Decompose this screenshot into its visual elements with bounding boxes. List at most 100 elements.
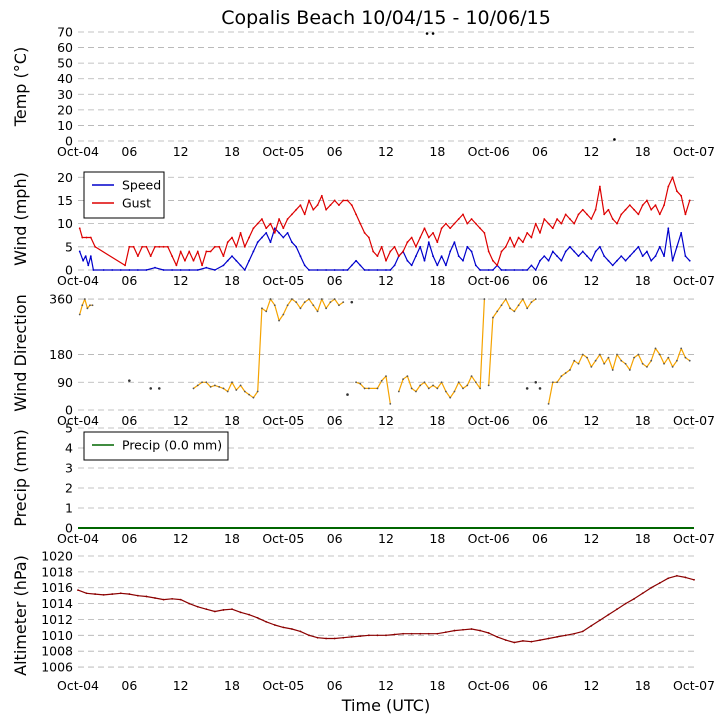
direction-point	[273, 304, 276, 307]
altimeter-point	[667, 577, 670, 580]
wind-point	[406, 241, 409, 244]
direction-point	[342, 301, 345, 304]
wind-point	[569, 218, 571, 220]
wind-point	[688, 199, 691, 202]
wind-point	[282, 227, 285, 230]
temp-x-tick-label: Oct-07	[673, 144, 715, 159]
altimeter-point	[256, 616, 259, 619]
direction-point	[83, 298, 86, 300]
temp-y-tick-label: 0	[65, 134, 73, 149]
direction-point	[303, 301, 306, 304]
altimeter-point	[607, 613, 610, 616]
wind-point	[483, 232, 486, 234]
wind-point	[534, 269, 537, 271]
wind-point	[213, 269, 216, 271]
wind-point	[577, 213, 580, 216]
temp-point	[425, 32, 429, 35]
altimeter-point	[530, 640, 533, 643]
wind-point	[239, 264, 242, 267]
direction-y-tick-label: 180	[49, 347, 73, 362]
altimeter-point	[102, 593, 105, 596]
direction-point	[325, 307, 328, 310]
wind-point	[218, 245, 221, 248]
wind-series-line-1	[79, 176, 691, 266]
wind-point	[342, 199, 345, 202]
wind-point	[145, 269, 148, 271]
altimeter-point	[573, 632, 576, 635]
wind-point	[303, 264, 306, 267]
altimeter-point	[436, 632, 439, 635]
precip-x-tick-label: 18	[635, 531, 651, 546]
temp-y-tick-label: 40	[57, 71, 73, 86]
altimeter-x-tick-label: 06	[327, 678, 343, 693]
precip-y-tick-label: 2	[65, 481, 73, 496]
temp-x-tick-label: 18	[224, 144, 240, 159]
direction-point	[658, 353, 661, 356]
altimeter-point	[342, 636, 345, 639]
wind-point	[590, 218, 593, 220]
direction-x-tick-label: 06	[532, 413, 548, 428]
wind-point	[504, 269, 507, 271]
direction-point	[526, 307, 529, 310]
direction-point	[641, 362, 644, 365]
direction-point	[466, 384, 469, 387]
altimeter-point	[308, 634, 310, 637]
wind-point	[346, 269, 349, 271]
wind-point	[303, 213, 306, 216]
altimeter-y-tick-label: 1008	[41, 644, 73, 659]
altimeter-point	[521, 639, 524, 642]
direction-y-axis-label: Wind Direction	[11, 294, 30, 412]
direction-point	[667, 356, 670, 359]
wind-point	[654, 204, 657, 206]
wind-point	[124, 264, 126, 267]
wind-point	[329, 204, 332, 206]
wind-point	[393, 245, 396, 248]
wind-point	[637, 245, 640, 248]
wind-point	[308, 199, 310, 202]
wind-point	[89, 255, 92, 257]
direction-point	[299, 307, 302, 310]
wind-point	[248, 259, 251, 262]
altimeter-point	[154, 597, 156, 599]
direction-point	[128, 379, 131, 383]
wind-point	[342, 269, 345, 271]
wind-point	[658, 213, 661, 216]
direction-point	[355, 381, 357, 384]
wind-point	[385, 269, 387, 271]
direction-point	[278, 319, 280, 322]
wind-point	[222, 255, 225, 257]
wind-point	[526, 269, 529, 271]
direction-point	[616, 353, 618, 356]
direction-point	[517, 304, 520, 307]
wind-point	[667, 185, 670, 188]
direction-point	[91, 304, 94, 307]
wind-point	[290, 241, 293, 244]
direction-point	[419, 384, 422, 387]
wind-point	[290, 213, 293, 216]
wind-point	[427, 241, 430, 244]
precip-y-tick-label: 5	[65, 421, 73, 436]
direction-series-line-0	[79, 298, 93, 315]
wind-point	[633, 250, 636, 253]
wind-point	[466, 222, 469, 225]
altimeter-point	[410, 632, 413, 635]
wind-point	[628, 204, 631, 206]
direction-point	[346, 393, 349, 396]
direction-point	[581, 353, 584, 356]
wind-point	[616, 222, 618, 225]
altimeter-point	[290, 628, 293, 630]
direction-y-tick-label: 360	[49, 292, 73, 307]
wind-point	[372, 250, 375, 253]
precip-y-tick-label: 3	[65, 461, 73, 476]
wind-point	[299, 204, 302, 206]
wind-point	[466, 245, 469, 248]
altimeter-point	[487, 632, 490, 634]
wind-point	[457, 218, 460, 220]
wind-point	[620, 213, 623, 216]
wind-point	[128, 245, 131, 248]
wind-point	[226, 259, 229, 262]
wind-point	[637, 213, 640, 216]
wind-point	[243, 269, 246, 271]
wind-point	[539, 259, 541, 262]
